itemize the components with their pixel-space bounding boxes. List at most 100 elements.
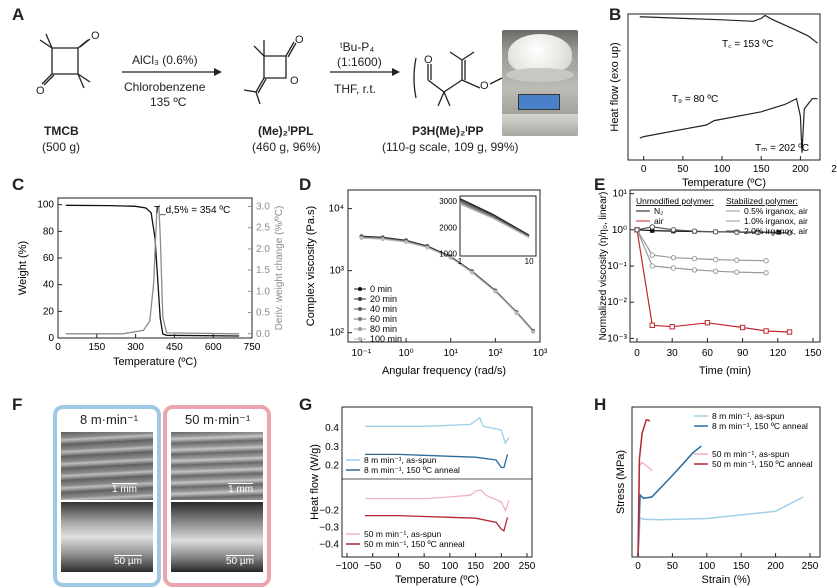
chart-g-ylabel: Heat flow (W/g)	[309, 444, 321, 520]
chart-e-point	[670, 254, 677, 261]
chart-e-series-line	[636, 229, 767, 274]
chart-e-point	[691, 267, 698, 273]
sem-scale-50-top: 1 mm	[228, 483, 253, 495]
chart-c-ytick-label: 80	[43, 226, 55, 237]
chart-h-legend-label: 8 m min⁻¹, as-spun	[712, 411, 785, 421]
chart-e-point	[691, 228, 698, 234]
chart-g-xtick-label: 250	[519, 561, 536, 572]
sem-scale-50-bottom: 50 µm	[226, 555, 254, 567]
chart-e-legend-title-2: Stabilized polymer:	[726, 196, 798, 206]
step1-solvent: Chlorobenzene	[124, 80, 206, 94]
chart-d: 10⁻¹ 10⁰ 10¹ 10² 10³ 10² 10³ 10⁴ 1000 2000 3000 1 1…	[305, 189, 548, 377]
chart-c-xtick-label: 0	[55, 342, 61, 353]
tmcb-structure	[39, 33, 91, 89]
chart-d-legend-marker	[358, 317, 362, 321]
chart-d-legend-label: 20 min	[370, 294, 397, 304]
chart-e-point	[786, 329, 793, 335]
chart-g-xlabel: Temperature (ºC)	[395, 574, 479, 586]
chart-e-point	[670, 227, 677, 233]
chart-e-ytick-label: 10⁻²	[607, 297, 627, 308]
ppl-amount: (460 g, 96%)	[252, 140, 321, 154]
chart-e-point	[649, 224, 655, 230]
chart-g-legend-label: 8 m min⁻¹, 150 ºC anneal	[364, 465, 460, 475]
chart-e-point	[712, 256, 719, 263]
chart-g-legend-label: 50 m min⁻¹, as-spun	[364, 529, 442, 539]
scale-bowl	[506, 68, 574, 82]
panel-label-d: D	[299, 175, 312, 194]
chart-c-ytick-label: 0	[48, 333, 54, 344]
chart-e-xtick-label: 90	[737, 348, 749, 359]
chart-d-inset-ytick-label: 1000	[439, 249, 457, 258]
panel-label-g: G	[299, 395, 313, 414]
chart-c-ytick-label: 100	[37, 200, 54, 211]
chart-e-legend-label: air	[654, 216, 664, 226]
chart-d-xtick-label: 10¹	[443, 348, 458, 359]
chart-b-frame	[627, 13, 821, 161]
chart-d-legend-marker	[358, 337, 362, 341]
chart-d-inset-line	[459, 203, 530, 239]
chart-d-xlabel: Angular frequency (rad/s)	[382, 365, 506, 377]
chart-h-xtick-label: 250	[802, 561, 819, 572]
chart-e-point	[649, 322, 655, 328]
polymer-oxygen-2: O	[480, 80, 489, 92]
chart-h-xtick-label: 200	[767, 561, 784, 572]
chart-d-point	[448, 256, 453, 260]
chart-d-legend-marker	[358, 287, 362, 291]
chart-c-ytick-label: 40	[43, 280, 55, 291]
chart-e-xtick-label: 0	[634, 348, 640, 359]
chart-c-xtick-label: 750	[244, 342, 261, 353]
chart-d-ytick-label: 10³	[330, 266, 345, 277]
chart-c-y2label: Deriv. weight change (%/ºC)	[274, 206, 285, 331]
chart-g-xtick-label: 150	[467, 561, 484, 572]
chart-b-cooling-curve	[639, 14, 818, 44]
chart-e-series-line	[636, 226, 790, 234]
chart-g-series-line	[365, 489, 510, 513]
chart-g-series-line	[365, 453, 509, 469]
chart-c-y2tick-label: 1.5	[256, 265, 270, 276]
tmcb-oxygen-2: O	[36, 85, 45, 97]
chart-g-xtick-label: −100	[336, 561, 359, 572]
sem-frame-50	[163, 405, 271, 587]
chart-d-legend-label: 40 min	[370, 304, 397, 314]
step2-conditions: THF, r.t.	[334, 82, 376, 96]
chart-g-xtick-label: 100	[442, 561, 459, 572]
sem-title-50: 50 m·min⁻¹	[185, 412, 251, 427]
polymer-structure	[413, 51, 507, 107]
chart-g-legend-label: 50 m min⁻¹, 150 ºC anneal	[364, 539, 465, 549]
chart-e-legend-label: N₂	[654, 206, 663, 216]
chart-d-legend-marker	[358, 327, 362, 331]
chart-c-derivative-curve	[65, 203, 240, 335]
chart-c-weight-curve	[65, 204, 240, 337]
chart-d-inset-xtick-label: 1	[458, 257, 463, 266]
chart-h-legend-label: 8 m min⁻¹, 150 ºC anneal	[712, 421, 808, 431]
chart-d-point	[380, 237, 385, 242]
chart-e-point	[669, 324, 675, 330]
scale-base	[502, 114, 578, 136]
chart-c-td-annotation: T_d,5% = 354 ºC	[154, 205, 230, 216]
chart-h-xtick-label: 150	[733, 561, 750, 572]
chart-e-xtick-label: 60	[702, 348, 714, 359]
chart-c-xtick-label: 300	[127, 342, 144, 353]
reaction-arrow-2	[330, 68, 400, 76]
chart-g-frame	[341, 406, 533, 558]
chart-e-point	[763, 270, 769, 276]
chart-e-point	[763, 328, 769, 334]
chart-e: 0 30 60 90 120 150 10⁻³ 10⁻² 10⁻¹ 10⁰ 10¹ Time (mi…	[598, 189, 822, 377]
chart-b-xtick-label: 0	[641, 164, 647, 175]
chart-e-ytick-label: 10⁰	[612, 225, 627, 236]
chart-g-xtick-label: 50	[419, 561, 431, 572]
chart-d-point	[359, 236, 364, 240]
chart-e-point	[739, 324, 746, 331]
tmcb-name: TMCB	[44, 124, 79, 138]
chart-e-xtick-label: 120	[769, 348, 786, 359]
chart-e-legend-label: 0.5% irganox, air	[744, 206, 808, 216]
chart-c-frame	[57, 197, 253, 339]
chart-g-ytick-label: −0.4	[319, 540, 339, 551]
chart-c-y2tick-label: 3.0	[256, 201, 270, 212]
chart-g-ytick-label: −0.3	[319, 523, 339, 534]
chart-g: −100 −50 0 50 100 150 200 250 0.2 0.3 0.4 −0.4 −0.3 −…	[309, 406, 536, 586]
chart-c-xtick-label: 150	[88, 342, 105, 353]
chart-d-point	[404, 240, 408, 244]
chart-d-inset-ytick-label: 3000	[439, 197, 457, 206]
polymer-oxygen-1: O	[424, 54, 433, 66]
